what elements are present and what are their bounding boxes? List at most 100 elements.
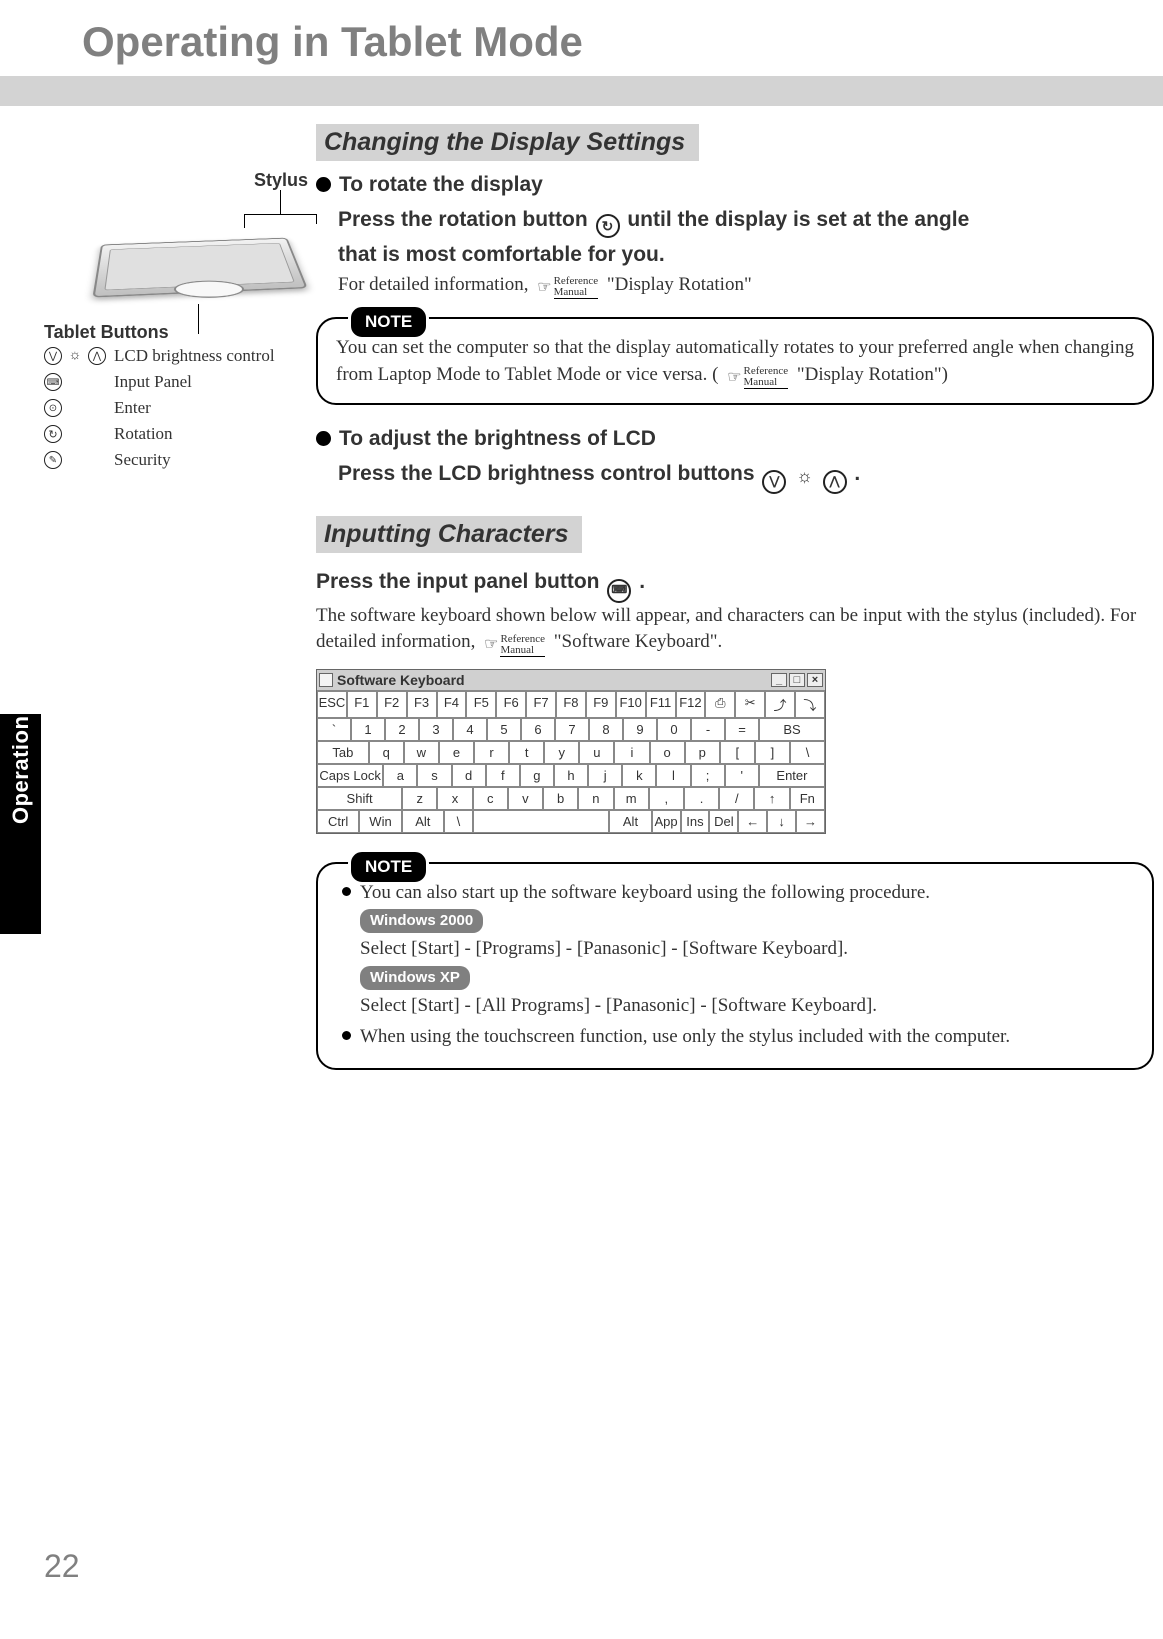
keyboard-key[interactable]: ← — [738, 810, 767, 833]
keyboard-key[interactable]: n — [578, 787, 613, 810]
keyboard-key[interactable]: = — [725, 718, 759, 741]
keyboard-key[interactable]: o — [650, 741, 685, 764]
keyboard-key[interactable]: 3 — [419, 718, 453, 741]
keyboard-key[interactable]: 8 — [589, 718, 623, 741]
keyboard-key[interactable]: F1 — [347, 691, 377, 718]
keyboard-key[interactable]: f — [486, 764, 520, 787]
rotation-button-icon — [596, 214, 620, 238]
keyboard-key[interactable]: Alt — [402, 810, 444, 833]
keyboard-key[interactable]: F10 — [616, 691, 646, 718]
keyboard-key[interactable]: ; — [691, 764, 725, 787]
button-label: Input Panel — [114, 372, 192, 392]
keyboard-row-a: Caps Lockasdfghjkl;'Enter — [317, 764, 825, 787]
keyboard-key[interactable]: p — [685, 741, 720, 764]
keyboard-key[interactable]: 2 — [385, 718, 419, 741]
keyboard-key[interactable]: 7 — [555, 718, 589, 741]
keyboard-key[interactable]: y — [544, 741, 579, 764]
keyboard-key[interactable]: F2 — [377, 691, 407, 718]
keyboard-key[interactable]: d — [452, 764, 486, 787]
keyboard-key[interactable]: Fn — [790, 787, 825, 810]
keyboard-key[interactable]: 6 — [521, 718, 555, 741]
keyboard-key[interactable]: ' — [725, 764, 759, 787]
keyboard-key[interactable]: i — [614, 741, 649, 764]
keyboard-row-fn: ESCF1F2F3F4F5F6F7F8F9F10F11F12⎙✂⤴⤵ — [317, 691, 825, 718]
keyboard-key[interactable]: / — [719, 787, 754, 810]
keyboard-key[interactable]: u — [579, 741, 614, 764]
keyboard-key[interactable]: t — [509, 741, 544, 764]
keyboard-key[interactable]: ⤴ — [765, 691, 795, 718]
keyboard-key[interactable]: 5 — [487, 718, 521, 741]
keyboard-key[interactable]: c — [473, 787, 508, 810]
keyboard-key[interactable]: v — [508, 787, 543, 810]
keyboard-key[interactable]: ESC — [317, 691, 347, 718]
keyboard-key[interactable]: k — [622, 764, 656, 787]
keyboard-key[interactable]: Alt — [609, 810, 651, 833]
keyboard-key[interactable]: , — [649, 787, 684, 810]
close-button[interactable]: × — [807, 673, 823, 687]
keyboard-key[interactable]: Win — [359, 810, 401, 833]
keyboard-key[interactable]: App — [652, 810, 681, 833]
keyboard-key[interactable]: → — [796, 810, 825, 833]
note-tag: NOTE — [348, 304, 429, 340]
page-title: Operating in Tablet Mode — [82, 18, 583, 66]
keyboard-key[interactable]: F9 — [586, 691, 616, 718]
keyboard-key[interactable]: F5 — [466, 691, 496, 718]
keyboard-key[interactable]: g — [520, 764, 554, 787]
keyboard-key[interactable]: 1 — [351, 718, 385, 741]
keyboard-key[interactable]: ] — [755, 741, 790, 764]
keyboard-key[interactable]: 4 — [453, 718, 487, 741]
keyboard-key[interactable]: z — [402, 787, 437, 810]
keyboard-key[interactable]: F12 — [676, 691, 706, 718]
keyboard-row-z: Shiftzxcvbnm,./↑Fn — [317, 787, 825, 810]
keyboard-key[interactable]: F8 — [556, 691, 586, 718]
keyboard-key[interactable]: ⤵ — [795, 691, 825, 718]
text: For detailed information, — [338, 274, 533, 295]
keyboard-key[interactable]: w — [404, 741, 439, 764]
button-row-rotation: Rotation — [44, 424, 275, 444]
keyboard-key[interactable]: r — [474, 741, 509, 764]
keyboard-key[interactable]: ↑ — [754, 787, 789, 810]
keyboard-key[interactable]: h — [554, 764, 588, 787]
keyboard-key[interactable]: Ctrl — [317, 810, 359, 833]
keyboard-row-ctrl: CtrlWinAlt\ AltAppInsDel←↓→ — [317, 810, 825, 833]
keyboard-key[interactable]: F11 — [646, 691, 676, 718]
keyboard-key[interactable]: F6 — [496, 691, 526, 718]
keyboard-key[interactable]: Tab — [317, 741, 369, 764]
keyboard-key[interactable]: m — [614, 787, 649, 810]
button-label: Rotation — [114, 424, 173, 444]
keyboard-key[interactable]: 0 — [657, 718, 691, 741]
keyboard-key[interactable]: - — [691, 718, 725, 741]
keyboard-key[interactable]: . — [684, 787, 719, 810]
keyboard-key[interactable]: j — [588, 764, 622, 787]
keyboard-key[interactable]: q — [369, 741, 404, 764]
keyboard-key[interactable]: F3 — [407, 691, 437, 718]
keyboard-key[interactable]: 9 — [623, 718, 657, 741]
keyboard-key[interactable]: Ins — [681, 810, 710, 833]
minimize-button[interactable]: _ — [771, 673, 787, 687]
keyboard-key[interactable]: \ — [444, 810, 473, 833]
keyboard-key[interactable]: s — [417, 764, 451, 787]
keyboard-key[interactable]: ↓ — [767, 810, 796, 833]
keyboard-key[interactable]: a — [383, 764, 417, 787]
keyboard-key[interactable] — [473, 810, 609, 833]
bullet-heading-rotate: To rotate the display — [316, 173, 1154, 197]
keyboard-key[interactable]: x — [437, 787, 472, 810]
keyboard-key[interactable]: Enter — [759, 764, 825, 787]
keyboard-key[interactable]: \ — [790, 741, 825, 764]
keyboard-key[interactable]: Del — [709, 810, 738, 833]
keyboard-key[interactable]: b — [543, 787, 578, 810]
reference-manual-icon: ☞ ReferenceManual — [537, 276, 598, 299]
tablet-button-list: LCD brightness control Input Panel Enter… — [44, 346, 275, 476]
keyboard-key[interactable]: l — [656, 764, 690, 787]
keyboard-key[interactable]: ⎙ — [705, 691, 735, 718]
keyboard-key[interactable]: Caps Lock — [317, 764, 383, 787]
keyboard-key[interactable]: Shift — [317, 787, 402, 810]
keyboard-key[interactable]: e — [439, 741, 474, 764]
keyboard-key[interactable]: BS — [759, 718, 825, 741]
keyboard-key[interactable]: F4 — [437, 691, 467, 718]
keyboard-key[interactable]: ` — [317, 718, 351, 741]
keyboard-key[interactable]: [ — [720, 741, 755, 764]
maximize-button[interactable]: □ — [789, 673, 805, 687]
keyboard-key[interactable]: F7 — [526, 691, 556, 718]
keyboard-key[interactable]: ✂ — [735, 691, 765, 718]
